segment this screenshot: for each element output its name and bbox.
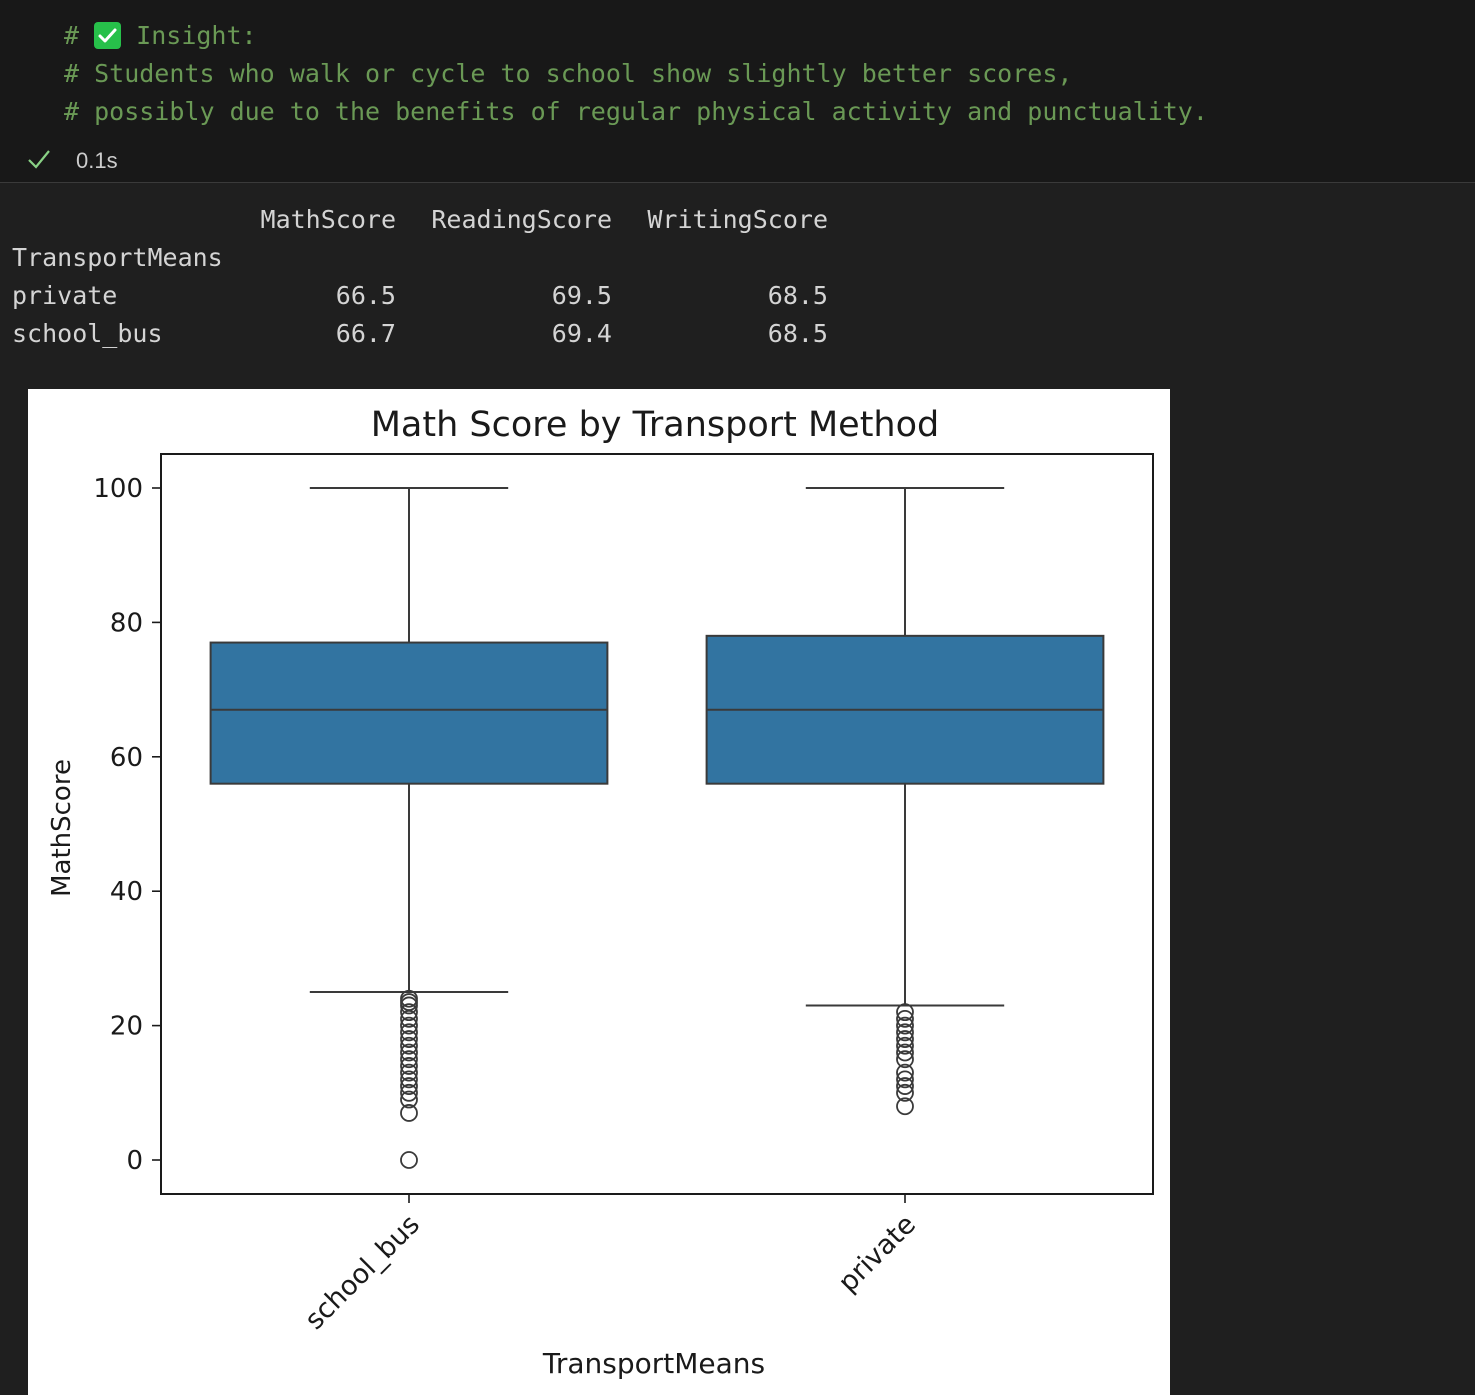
outlier-point — [896, 1036, 914, 1055]
outlier-point — [400, 1043, 418, 1062]
code-cell[interactable]: # Insight: # Students who walk or cycle … — [0, 0, 1475, 183]
y-tick-label: 20 — [110, 1012, 143, 1042]
outlier-point — [400, 1009, 418, 1028]
code-line-3: # possibly due to the benefits of regula… — [64, 97, 1208, 126]
table-cell: 66.7 — [335, 319, 396, 348]
y-tick-label: 60 — [110, 743, 143, 773]
outlier-point — [896, 1077, 914, 1095]
execution-time: 0.1s — [76, 148, 118, 173]
table-corner — [12, 201, 240, 239]
table-cell: 68.5 — [767, 281, 828, 310]
outlier-point — [896, 1016, 914, 1035]
y-tick-label: 40 — [110, 877, 143, 907]
outlier-point — [400, 1151, 418, 1169]
outlier-point — [896, 1070, 914, 1089]
insight-heading: Insight: — [121, 21, 257, 50]
y-axis-label: MathScore — [47, 759, 77, 897]
y-tick-label: 100 — [93, 474, 143, 504]
outlier-point — [400, 996, 418, 1015]
iqr-box — [209, 641, 609, 785]
outlier-point — [896, 1083, 914, 1102]
chart-title: Math Score by Transport Method — [371, 405, 940, 445]
outlier-point — [400, 1070, 418, 1089]
outlier-point — [400, 1090, 418, 1109]
table-cell: 68.5 — [767, 319, 828, 348]
table-row: school_bus 66.7 69.4 68.5 — [12, 315, 828, 353]
column-header: MathScore — [260, 205, 396, 234]
outlier-point — [400, 1023, 418, 1042]
outlier-point — [896, 1009, 914, 1028]
table-row: private 66.5 69.5 68.5 — [12, 277, 828, 315]
output-dataframe: MathScore ReadingScore WritingScore Tran… — [12, 201, 828, 353]
outlier-point — [400, 1083, 418, 1102]
execution-status: 0.1s — [26, 145, 118, 177]
outlier-point — [896, 1050, 914, 1069]
index-name: TransportMeans — [12, 243, 223, 272]
x-tick-label: private — [833, 1209, 922, 1298]
x-axis-label: TransportMeans — [542, 1347, 765, 1380]
table-cell: 69.5 — [551, 281, 612, 310]
outlier-point — [400, 1104, 418, 1122]
table-header-row: MathScore ReadingScore WritingScore — [12, 201, 828, 239]
index-name-row: TransportMeans — [12, 239, 828, 277]
check-icon — [26, 146, 52, 176]
outlier-point — [400, 1077, 418, 1095]
outlier-point — [400, 1036, 418, 1055]
y-tick-label: 0 — [126, 1146, 143, 1176]
y-tick-label: 80 — [110, 608, 143, 638]
outlier-point — [896, 1023, 914, 1042]
chart-output: Math Score by Transport Method MathScore… — [28, 389, 1170, 1395]
outlier-point — [400, 1050, 418, 1069]
comment-hash: # — [64, 21, 95, 50]
white-check-mark-emoji-icon — [94, 22, 122, 49]
code-line-2: # Students who walk or cycle to school s… — [64, 59, 1073, 88]
outlier-point — [400, 1057, 418, 1075]
outlier-point — [400, 1003, 418, 1022]
outlier-point — [896, 1097, 914, 1116]
row-label: school_bus — [12, 319, 163, 348]
table-cell: 69.4 — [551, 319, 612, 348]
plot-frame — [160, 453, 1154, 1195]
outlier-point — [400, 1030, 418, 1048]
column-header: ReadingScore — [431, 205, 612, 234]
code-line-1: # Insight: — [64, 17, 257, 55]
outlier-point — [896, 1063, 914, 1082]
column-header: WritingScore — [647, 205, 828, 234]
row-label: private — [12, 281, 118, 310]
outlier-point — [896, 1030, 914, 1048]
outlier-point — [400, 1063, 418, 1082]
x-tick-label: school_bus — [299, 1209, 426, 1336]
outlier-point — [896, 1003, 914, 1022]
box-plot: Math Score by Transport Method MathScore… — [47, 405, 1154, 1380]
outlier-point — [400, 1016, 418, 1035]
outlier-point — [896, 1043, 914, 1062]
table-cell: 66.5 — [335, 281, 396, 310]
